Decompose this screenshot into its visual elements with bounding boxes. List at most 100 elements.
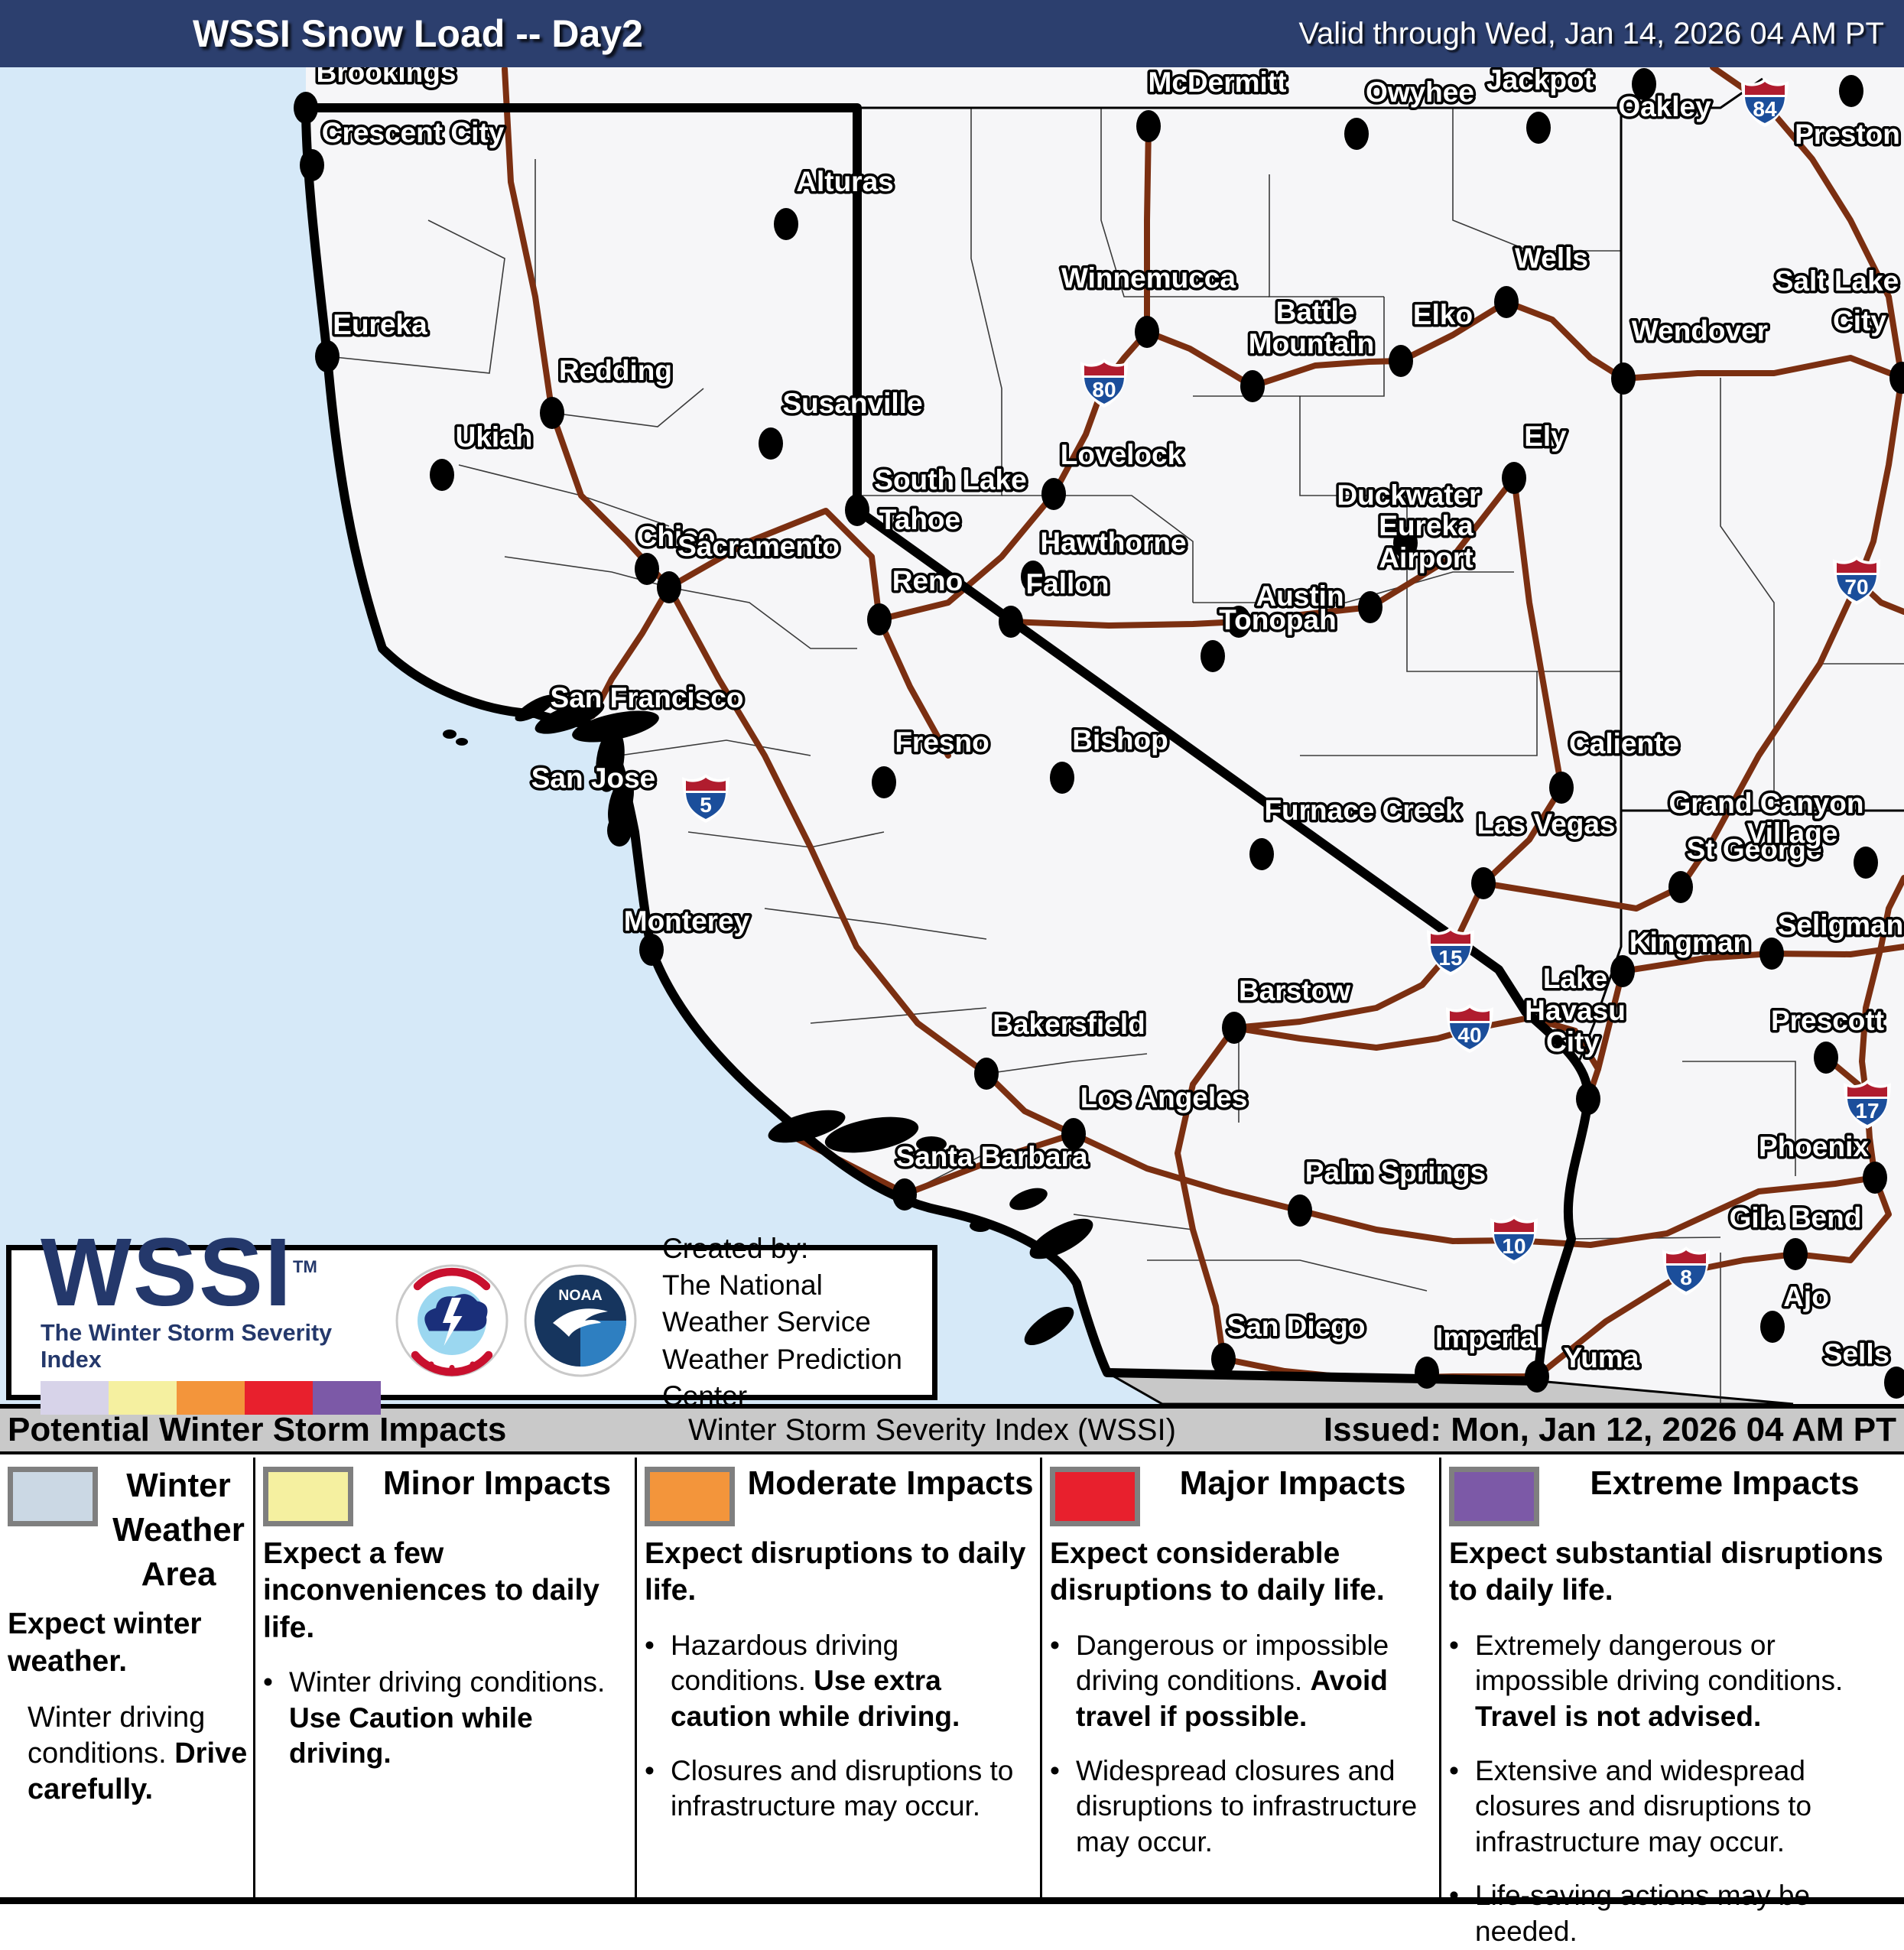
city-dot [1358, 591, 1383, 623]
interstate-40-shield: 40 [1446, 1004, 1493, 1053]
svg-text:15: 15 [1438, 946, 1462, 970]
legend-header: Winter Weather Area [112, 1467, 245, 1594]
legend-bullet: • Winter driving conditions. Use Caution … [263, 1665, 630, 1772]
city-label: Santa Barbara [896, 1141, 1088, 1172]
svg-text:70: 70 [1844, 575, 1868, 599]
county-line [857, 108, 1002, 496]
svg-text:84: 84 [1753, 97, 1777, 121]
highway-road [590, 584, 672, 719]
legend-plain-text: Winter driving conditions. Drive careful… [28, 1701, 248, 1806]
city-dot [635, 553, 659, 585]
bullet-icon: • [263, 1666, 273, 1698]
county-line [668, 587, 857, 649]
city-dot [867, 603, 892, 635]
city-label: Lovelock [1061, 439, 1184, 470]
city-dot [1344, 118, 1369, 150]
created-by-text: Created by: The National Weather Service W… [662, 1230, 924, 1414]
sf-bay [534, 700, 605, 734]
city-dot [1415, 1357, 1439, 1389]
city-label: Village [1747, 817, 1838, 849]
legend-swatch [645, 1467, 735, 1526]
highway-road [1008, 475, 1517, 629]
highway-road [876, 616, 951, 759]
city-label: Ajo [1783, 1281, 1829, 1312]
severity-strip-swatch [245, 1380, 313, 1415]
city-label: Sacramento [677, 531, 840, 562]
legend-swatch [1449, 1467, 1539, 1526]
valid-through-text: Valid through Wed, Jan 14, 2026 04 AM PT [1298, 16, 1884, 50]
city-label: Havasu [1525, 995, 1626, 1026]
city-dot [1525, 1360, 1549, 1393]
channel-island [970, 1220, 991, 1232]
city-label: Tonopah [1219, 604, 1336, 635]
city-label: Airport [1379, 542, 1473, 574]
city-dot [1222, 1012, 1246, 1044]
city-dot [759, 427, 783, 460]
city-dot [540, 397, 564, 429]
city-label: Furnace Creek [1264, 795, 1460, 826]
city-label: Imperial [1435, 1322, 1544, 1354]
svg-text:5: 5 [700, 793, 712, 817]
city-label: Wendover [1632, 315, 1768, 346]
svg-text:10: 10 [1502, 1234, 1525, 1258]
interstate-80-shield: 80 [1080, 359, 1128, 408]
highway-road [1071, 1131, 1878, 1248]
city-label: Barstow [1239, 975, 1350, 1006]
wssi-severity-color-strip [41, 1380, 381, 1415]
issued-text: Issued: Mon, Jan 12, 2026 04 AM PT [1323, 1411, 1896, 1448]
highway-road [1480, 375, 1904, 912]
created-by-line: The National Weather Service [662, 1269, 871, 1338]
city-label: Lake [1543, 963, 1607, 994]
city-label: San Diego [1227, 1311, 1366, 1342]
city-dot [1863, 1162, 1887, 1194]
land [306, 67, 1904, 1404]
wssi-subtitle: The Winter Storm Severity Index [41, 1319, 333, 1373]
sf-bay [572, 710, 659, 743]
interstate-8-shield: 8 [1662, 1246, 1710, 1295]
county-line [810, 1007, 987, 1024]
map-svg: 80 5 15 40 10 8 17 70 84 Brookings Crescent City Eu… [0, 54, 1904, 1406]
city-label: Bakersfield [993, 1009, 1145, 1040]
city-dot [1021, 561, 1045, 593]
city-label: Fresno [895, 726, 989, 758]
county-line [551, 388, 704, 427]
wssi-logo-box: WSSITM The Winter Storm Severity Index N… [6, 1224, 937, 1415]
city-label: Owyhee [1366, 76, 1474, 108]
county-line [1682, 1061, 1796, 1176]
legend-swatch [263, 1467, 353, 1526]
legend-lead-text: Expect winter weather. [8, 1607, 202, 1678]
city-label: Brookings [317, 67, 457, 88]
city-dot [1227, 606, 1251, 638]
legend-header: Moderate Impacts [747, 1464, 1034, 1502]
city-dot [1814, 1042, 1838, 1074]
city-label: Eureka [1379, 510, 1473, 541]
city-label: Caliente [1569, 728, 1679, 759]
city-label: Winnemucca [1061, 262, 1236, 294]
city-dot [1610, 955, 1635, 987]
city-label: Yuma [1564, 1342, 1639, 1373]
bullet-icon: • [1449, 1629, 1459, 1661]
legend-lead-text: Expect a few inconveniences to daily lif… [263, 1537, 599, 1644]
city-label: South Lake [874, 464, 1026, 496]
city-dot [1632, 68, 1656, 100]
city-dot [1211, 1343, 1236, 1375]
city-dot [294, 92, 318, 124]
city-dot [1061, 1118, 1086, 1150]
city-dot [999, 606, 1023, 638]
bullet-icon: • [1050, 1629, 1060, 1661]
city-dot [1889, 362, 1904, 394]
county-line [986, 1053, 1148, 1074]
city-dot [1549, 772, 1574, 804]
city-label: Oakley [1618, 91, 1711, 122]
legend-header: Major Impacts [1179, 1464, 1406, 1502]
county-line [1299, 396, 1407, 496]
legend-bullet: • Life-saving actions may be needed. [1449, 1878, 1899, 1949]
interstate-70-shield: 70 [1833, 556, 1880, 605]
channel-island [916, 1136, 947, 1152]
city-dot [1502, 462, 1526, 494]
city-dot [1136, 110, 1161, 142]
impacts-bar-center-title: Winter Storm Severity Index (WSSI) [688, 1412, 1176, 1447]
interstate-5-shield: 5 [682, 774, 729, 823]
svg-text:NOAA: NOAA [558, 1287, 602, 1304]
city-label: Elko [1413, 299, 1473, 330]
